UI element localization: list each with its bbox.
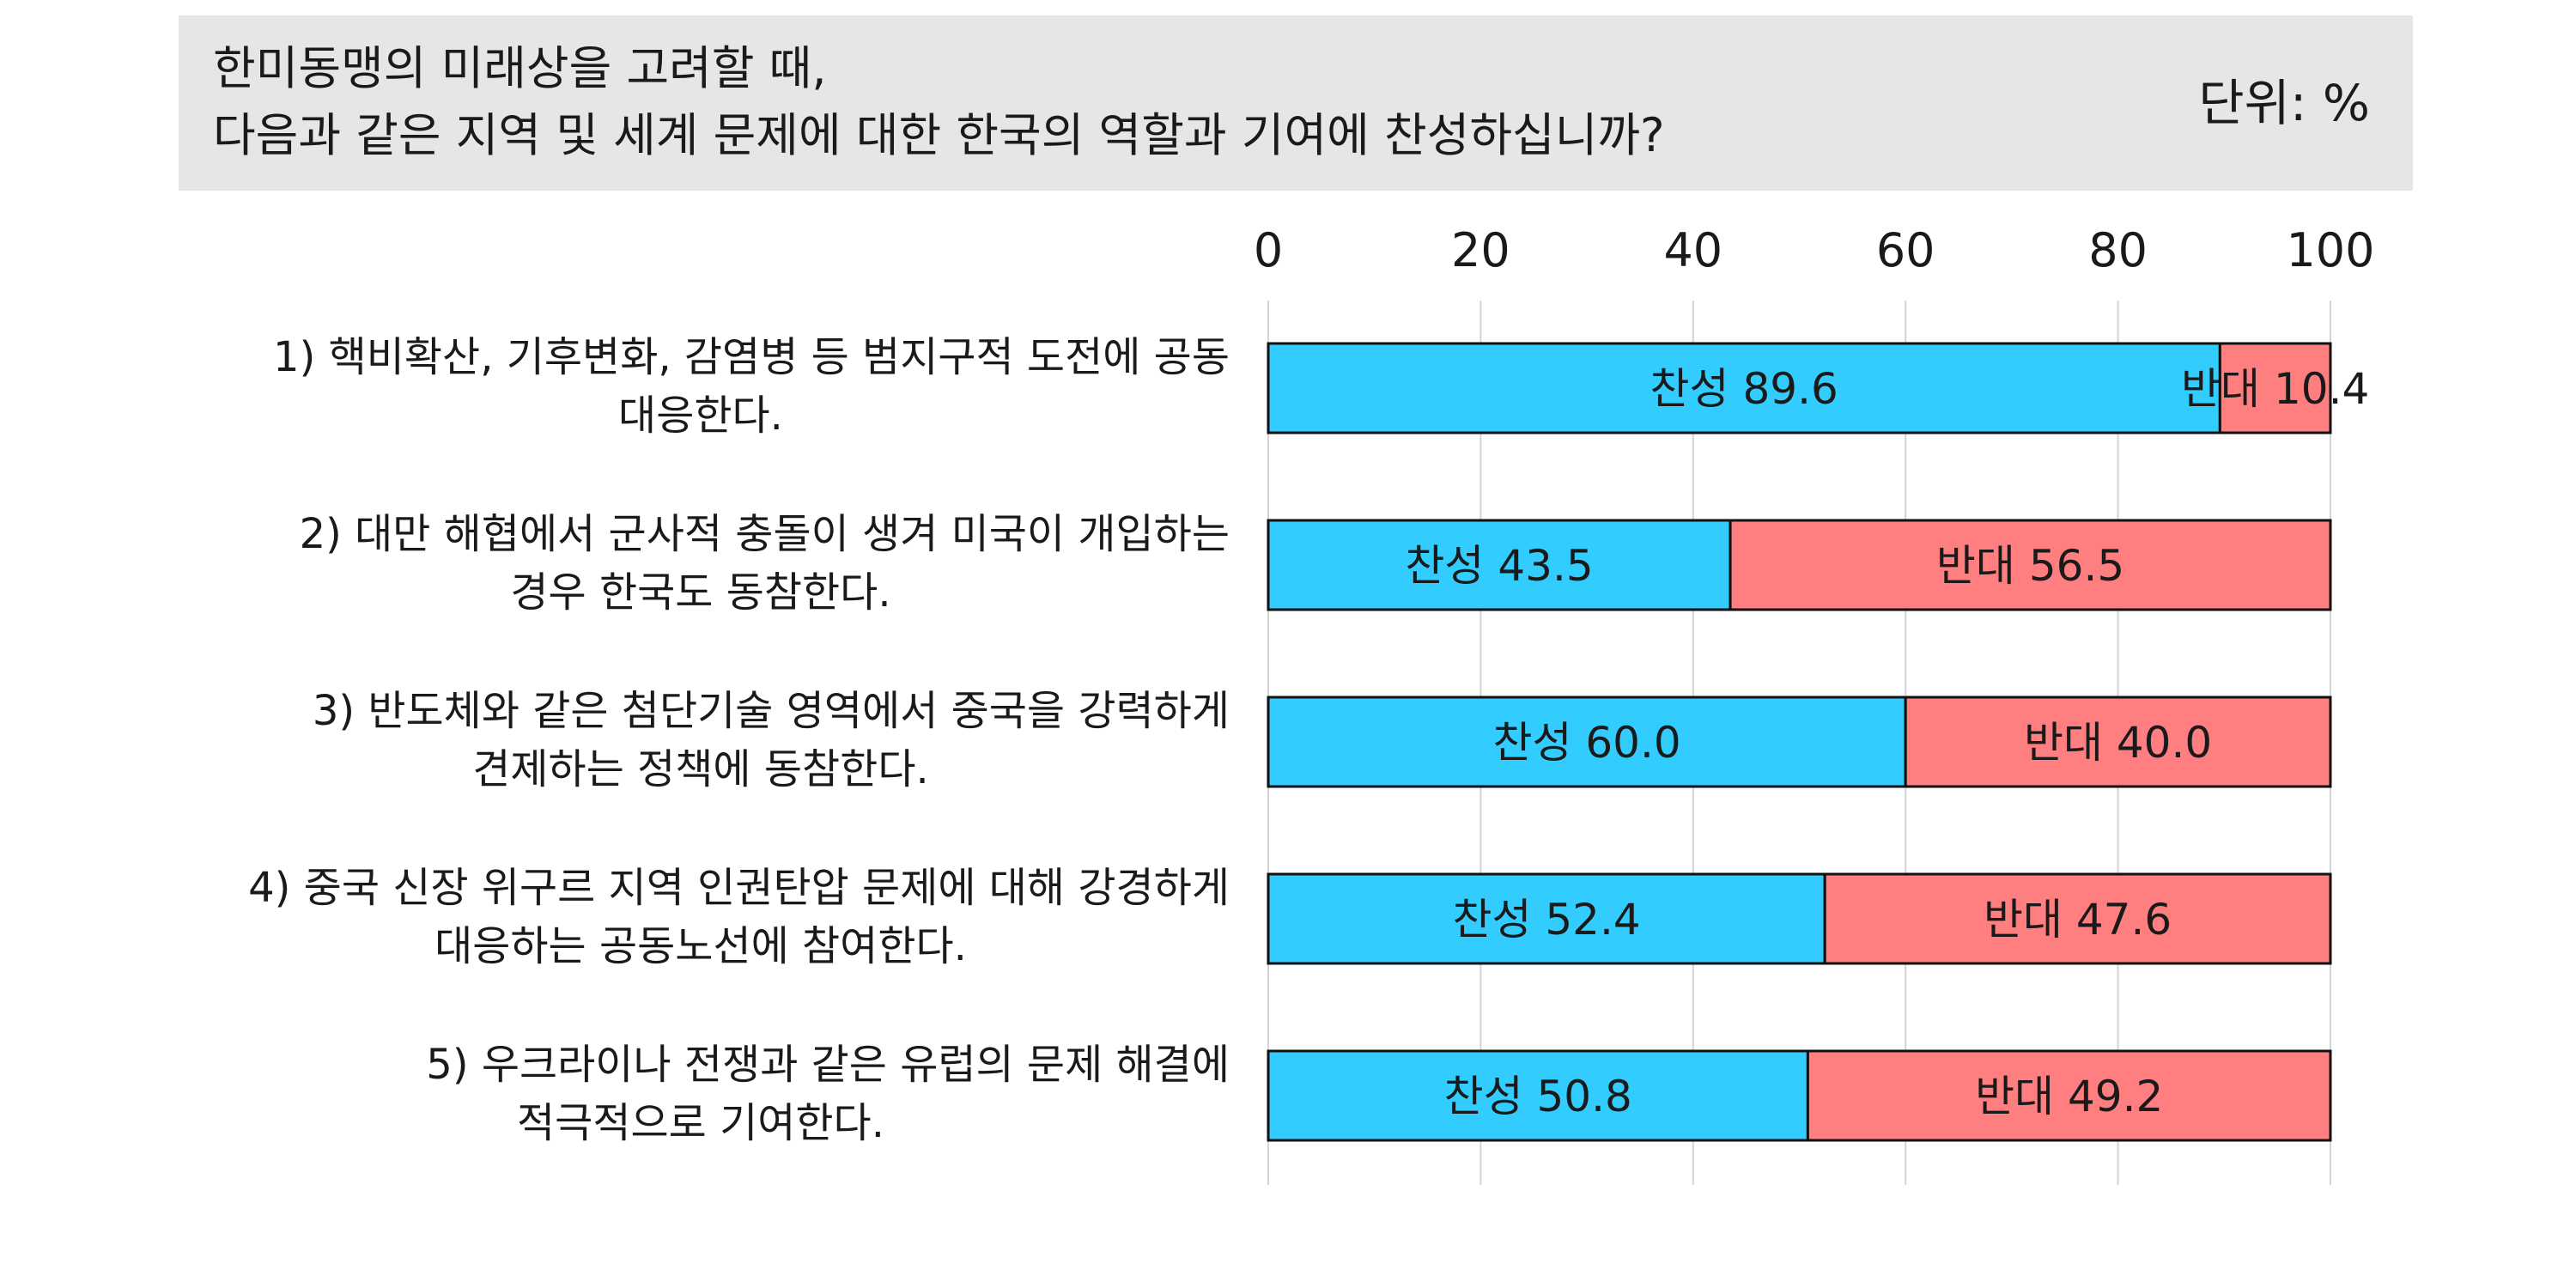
x-tick-label: 80 [2088,223,2148,277]
question-label-line-2: 대응한다. [618,392,783,440]
question-label-line-1: 2) 대만 해협에서 군사적 충돌이 생겨 미국이 개입하는 [299,510,1230,558]
bar-agree [1267,872,1826,965]
question-label-line-1: 5) 우크라이나 전쟁과 같은 유럽의 문제 해결에 [426,1041,1230,1089]
bar-agree [1267,1049,1809,1142]
question-label-line-1: 3) 반도체와 같은 첨단기술 영역에서 중국을 강력하게 [312,687,1230,735]
x-tick-label: 0 [1254,223,1283,277]
bar-label-agree: 찬성 43.5 [1405,541,1593,591]
bar-agree [1267,696,1907,788]
bar-label-agree: 찬성 52.4 [1452,895,1640,945]
bar-agree [1267,342,2221,434]
bar-label-disagree: 반대 10.4 [2181,364,2369,414]
x-tick-label: 100 [2286,223,2374,277]
x-tick-label: 20 [1451,223,1510,277]
bar-disagree [1728,519,2332,611]
bar-label-agree: 찬성 60.0 [1492,718,1680,768]
bar-row: 찬성 43.5 반대 56.5 [1267,519,2332,611]
bar-label-disagree: 반대 49.2 [1975,1072,2163,1121]
unit-label: 단위: % [2198,74,2370,132]
question-label-line-2: 적극적으로 기여한다. [517,1099,884,1147]
bar-row: 찬성 89.6 반대 10.4 [1267,342,2369,434]
x-tick-label: 60 [1876,223,1935,277]
bar-label-disagree: 반대 47.6 [1984,895,2172,945]
bar-row: 찬성 60.0 반대 40.0 [1267,696,2332,788]
bar-label-agree: 찬성 50.8 [1444,1072,1632,1121]
question-label-line-2: 견제하는 정책에 동참한다. [472,745,929,793]
chart-header: 한미동맹의 미래상을 고려할 때, 다음과 같은 지역 및 세계 문제에 대한 … [179,15,2413,191]
bar-disagree [2218,342,2332,434]
question-label-line-2: 대응하는 공동노선에 참여한다. [434,922,967,970]
bar-row: 찬성 52.4 반대 47.6 [1267,872,2332,965]
bar-label-disagree: 반대 56.5 [1936,541,2124,591]
question-label-line-1: 4) 중국 신장 위구르 지역 인권탄압 문제에 대해 강경하게 [248,864,1230,912]
bar-label-agree: 찬성 89.6 [1650,364,1838,414]
chart-title-line-2: 다음과 같은 지역 및 세계 문제에 대한 한국의 역할과 기여에 찬성하십니까… [213,108,1665,162]
question-label-line-1: 1) 핵비확산, 기후변화, 감염병 등 범지구적 도전에 공동 [273,333,1230,381]
bar-row: 찬성 50.8 반대 49.2 [1267,1049,2332,1142]
question-label-line-2: 경우 한국도 동참한다. [510,568,891,617]
bar-disagree [1823,872,2332,965]
bar-label-disagree: 반대 40.0 [2024,718,2212,768]
x-tick-label: 40 [1663,223,1722,277]
bar-disagree [1806,1049,2332,1142]
bar-disagree [1904,696,2332,788]
chart-title-line-1: 한미동맹의 미래상을 고려할 때, [213,41,827,95]
